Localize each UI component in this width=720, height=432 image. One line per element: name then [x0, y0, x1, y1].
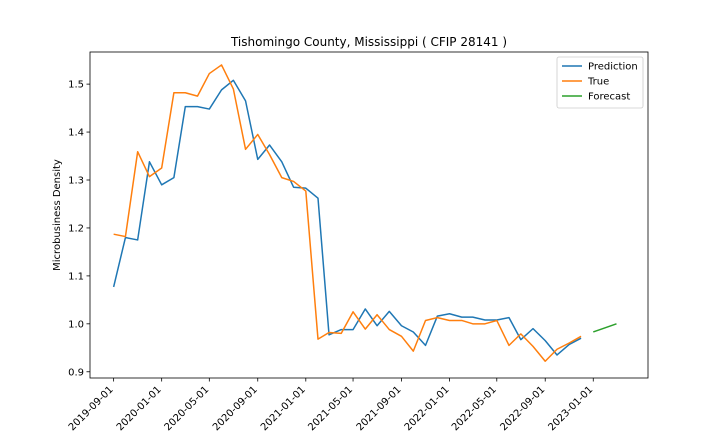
- series-line-true: [113, 64, 582, 362]
- y-tick-label: 1.4: [68, 128, 84, 139]
- y-tick-label: 1.2: [68, 223, 84, 234]
- y-tick-label: 1.0: [68, 319, 84, 330]
- legend-label-prediction: Prediction: [588, 62, 638, 73]
- y-tick-label: 1.3: [68, 176, 84, 187]
- legend: Prediction True Forecast: [556, 56, 644, 109]
- plot-frame: [89, 51, 649, 379]
- y-axis-label: Microbusiness Density: [52, 159, 63, 271]
- legend-label-true: True: [587, 77, 609, 88]
- y-tick-label: 1.5: [68, 80, 84, 91]
- y-tick-label: 0.9: [68, 367, 84, 378]
- y-axis: 0.9 1.0 1.1 1.2 1.3 1.4 1.5: [68, 80, 90, 378]
- chart-title: Tishomingo County, Mississippi ( CFIP 28…: [230, 35, 507, 49]
- y-tick-label: 1.1: [68, 271, 84, 282]
- series-line-prediction: [112, 79, 582, 356]
- legend-label-forecast: Forecast: [588, 92, 630, 103]
- series-line-forecast: [593, 323, 617, 333]
- plot-area: [89, 51, 649, 379]
